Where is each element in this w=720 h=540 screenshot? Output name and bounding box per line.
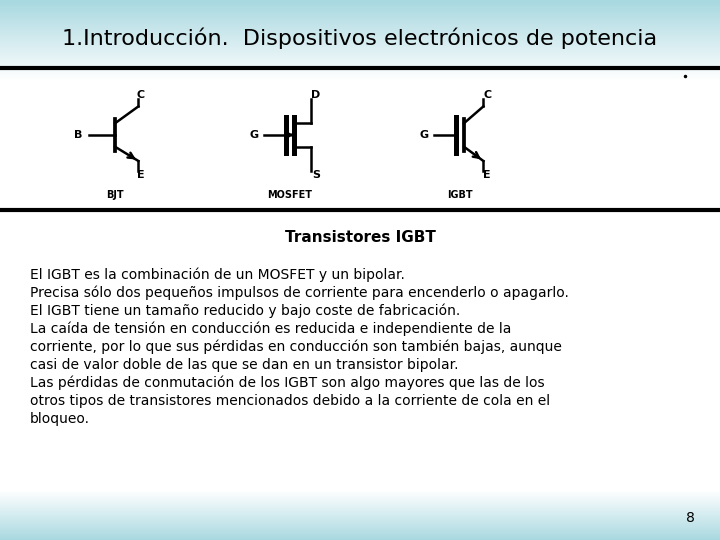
Text: D: D (311, 90, 320, 100)
Text: E: E (138, 170, 145, 180)
Text: El IGBT es la combinación de un MOSFET y un bipolar.: El IGBT es la combinación de un MOSFET y… (30, 268, 405, 282)
Text: G: G (419, 130, 428, 140)
Text: E: E (484, 170, 491, 180)
Text: casi de valor doble de las que se dan en un transistor bipolar.: casi de valor doble de las que se dan en… (30, 358, 459, 372)
Text: corriente, por lo que sus pérdidas en conducción son también bajas, aunque: corriente, por lo que sus pérdidas en co… (30, 340, 562, 354)
Text: 8: 8 (686, 511, 695, 525)
Text: G: G (249, 130, 258, 140)
Text: B: B (74, 130, 83, 140)
Text: La caída de tensión en conducción es reducida e independiente de la: La caída de tensión en conducción es red… (30, 322, 511, 336)
Text: BJT: BJT (106, 190, 124, 200)
Text: El IGBT tiene un tamaño reducido y bajo coste de fabricación.: El IGBT tiene un tamaño reducido y bajo … (30, 304, 460, 319)
Text: S: S (312, 170, 320, 180)
Text: Precisa sólo dos pequeños impulsos de corriente para encenderlo o apagarlo.: Precisa sólo dos pequeños impulsos de co… (30, 286, 569, 300)
Text: Las pérdidas de conmutación de los IGBT son algo mayores que las de los: Las pérdidas de conmutación de los IGBT … (30, 376, 544, 390)
Text: C: C (483, 90, 491, 100)
Text: bloqueo.: bloqueo. (30, 412, 90, 426)
Text: MOSFET: MOSFET (268, 190, 312, 200)
Text: IGBT: IGBT (447, 190, 473, 200)
Text: 1.Introducción.  Dispositivos electrónicos de potencia: 1.Introducción. Dispositivos electrónico… (63, 27, 657, 49)
Text: C: C (137, 90, 145, 100)
Text: otros tipos de transistores mencionados debido a la corriente de cola en el: otros tipos de transistores mencionados … (30, 394, 550, 408)
Text: Transistores IGBT: Transistores IGBT (284, 231, 436, 246)
